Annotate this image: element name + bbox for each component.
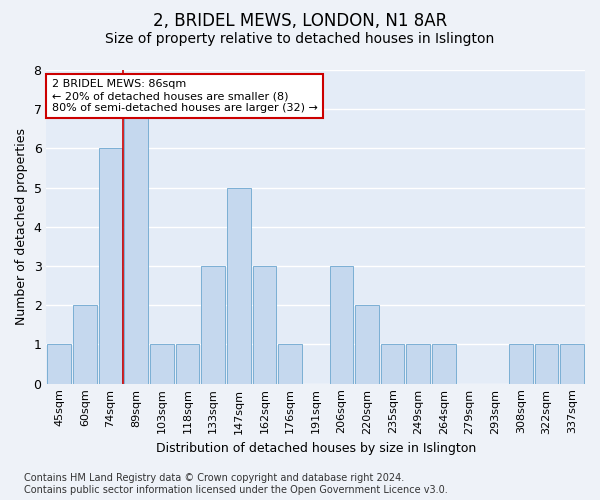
Bar [99, 148, 122, 384]
Bar [329, 266, 353, 384]
Bar [355, 306, 379, 384]
Bar [432, 344, 456, 384]
Bar [253, 266, 276, 384]
Bar [509, 344, 533, 384]
Bar [47, 344, 71, 384]
Bar [560, 344, 584, 384]
Bar [278, 344, 302, 384]
Bar [150, 344, 173, 384]
Bar [73, 306, 97, 384]
Y-axis label: Number of detached properties: Number of detached properties [15, 128, 28, 326]
Text: Size of property relative to detached houses in Islington: Size of property relative to detached ho… [106, 32, 494, 46]
Bar [535, 344, 559, 384]
X-axis label: Distribution of detached houses by size in Islington: Distribution of detached houses by size … [155, 442, 476, 455]
Text: Contains HM Land Registry data © Crown copyright and database right 2024.
Contai: Contains HM Land Registry data © Crown c… [24, 474, 448, 495]
Bar [124, 109, 148, 384]
Bar [202, 266, 225, 384]
Bar [406, 344, 430, 384]
Bar [381, 344, 404, 384]
Bar [227, 188, 251, 384]
Text: 2 BRIDEL MEWS: 86sqm
← 20% of detached houses are smaller (8)
80% of semi-detach: 2 BRIDEL MEWS: 86sqm ← 20% of detached h… [52, 80, 317, 112]
Text: 2, BRIDEL MEWS, LONDON, N1 8AR: 2, BRIDEL MEWS, LONDON, N1 8AR [153, 12, 447, 30]
Bar [176, 344, 199, 384]
